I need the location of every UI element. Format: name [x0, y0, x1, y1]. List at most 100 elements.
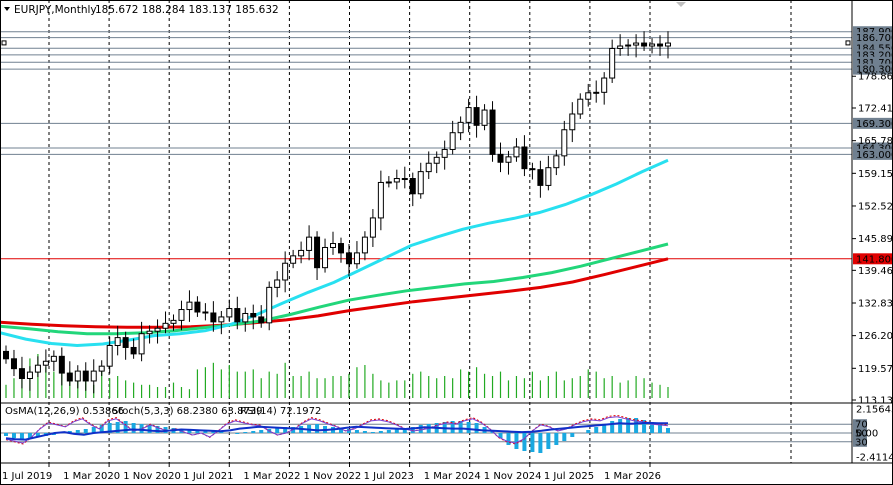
candle-body: [218, 316, 225, 323]
horizontal-levels: 187.900186.700184.550183.200181.700180.3…: [0, 26, 893, 265]
osma-bar: [187, 429, 192, 433]
price-tick-label: 178.865: [858, 72, 893, 83]
candle-body: [34, 364, 41, 373]
indicator-level-bg: [853, 436, 867, 447]
osma-bar: [123, 421, 128, 433]
candle-body: [369, 217, 376, 238]
candle-body: [521, 146, 528, 170]
osma-bar: [83, 429, 88, 433]
candle-body: [609, 47, 616, 79]
indicator-level-label: 50: [855, 429, 868, 440]
osma-bar: [546, 433, 551, 449]
time-tick-label: 1 Nov 2024: [484, 471, 542, 482]
candle-body: [106, 344, 113, 367]
candle-body: [194, 301, 201, 313]
candle-body: [186, 301, 193, 311]
osma-bar: [370, 432, 375, 433]
candle-body: [497, 153, 504, 163]
symbol-dropdown-icon[interactable]: [4, 7, 10, 11]
indicator-level-bg: [853, 419, 867, 430]
candle-body: [529, 168, 536, 171]
candle-body: [433, 156, 440, 164]
osma-bar: [410, 427, 415, 433]
level-label: 186.700: [856, 33, 893, 44]
time-tick-label: 1 Mar 2024: [424, 471, 481, 482]
osma-bar: [498, 433, 503, 438]
candle-body: [385, 181, 392, 184]
chart-shift-marker-icon[interactable]: [676, 2, 686, 7]
osma-bar: [618, 419, 623, 433]
candle-body: [441, 148, 448, 158]
candle-body: [330, 243, 337, 248]
level-label-bg: [853, 32, 893, 44]
osma-bar: [35, 433, 40, 437]
osma-bar: [219, 432, 224, 433]
indicator-level-label: 30: [855, 437, 868, 448]
price-tick-label: 145.895: [858, 234, 893, 245]
candle-body: [242, 312, 249, 323]
osma-bar: [338, 428, 343, 433]
osma-bar: [554, 433, 559, 445]
moving-averages: [0, 158, 669, 348]
candle-body: [74, 370, 81, 382]
osma-bar: [99, 425, 104, 433]
candle-body: [274, 279, 281, 288]
osma-bar: [67, 431, 72, 433]
osma-bar: [131, 423, 136, 433]
indicator-axis-label: -2.4114: [856, 453, 893, 464]
osma-bar: [75, 430, 80, 433]
candle-body: [50, 355, 57, 362]
level-label-bg: [853, 148, 893, 160]
candle-body: [425, 162, 432, 173]
osma-bar: [650, 422, 655, 433]
candle-body: [66, 372, 73, 382]
candle-body: [617, 45, 624, 49]
candle-body: [489, 109, 496, 155]
candle-body: [82, 370, 89, 382]
level-label-bg: [853, 49, 893, 61]
level-label: 141.800: [856, 254, 893, 265]
indicator-level-label: 70: [855, 420, 868, 431]
candle-body: [633, 42, 640, 46]
time-tick-label: 1 Mar 2026: [604, 471, 661, 482]
osma-bar: [474, 423, 479, 433]
osma-bar: [522, 433, 527, 451]
candle-body: [625, 44, 632, 47]
indicator-level-bg: [853, 428, 867, 438]
osma-bar: [626, 418, 631, 433]
candle-body: [601, 77, 608, 93]
price-tick-label: 113.135: [858, 396, 893, 407]
candle-body: [553, 155, 560, 169]
level-label-bg: [853, 117, 893, 129]
level-label-bg: [853, 26, 893, 38]
level-label-bg: [853, 56, 893, 68]
candle-body: [210, 312, 217, 323]
osma-bar: [354, 430, 359, 433]
osma-bar: [658, 425, 663, 433]
candle-body: [561, 129, 568, 157]
osma-bar: [115, 422, 120, 433]
osma-bar: [570, 433, 575, 437]
candle-body: [250, 312, 257, 318]
candle-body: [98, 365, 105, 372]
osma-bar: [243, 432, 248, 433]
time-tick-label: 1 Nov 2020: [123, 471, 181, 482]
osma-bar: [634, 418, 639, 433]
level-label: 184.550: [856, 44, 893, 55]
price-tick-label: 152.525: [858, 201, 893, 212]
time-tick-label: 1 Mar 2020: [63, 471, 120, 482]
level-label: 169.300: [856, 119, 893, 130]
osma-bar: [195, 430, 200, 433]
level-label: 183.200: [856, 50, 893, 61]
osma-bar: [458, 421, 463, 433]
candlesticks: [3, 31, 671, 394]
candle-body: [337, 243, 344, 254]
osma-bar: [235, 433, 240, 434]
indicator-axis-label: 2.15643: [856, 405, 893, 416]
osma-bar: [642, 420, 647, 433]
candle-body: [114, 337, 121, 346]
candle-body: [345, 252, 352, 265]
ohlc-readout: 185.672 188.284 183.137 185.632: [95, 4, 279, 16]
time-axis: 1 Jul 2019 1 Mar 2020 1 Nov 2020 1 Jul 2021…: [2, 463, 661, 482]
